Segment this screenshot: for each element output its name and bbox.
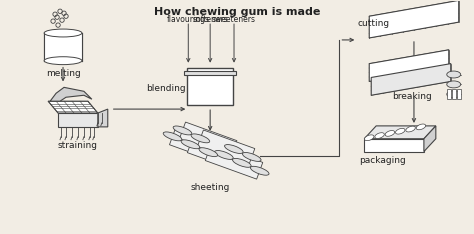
Ellipse shape xyxy=(225,145,243,154)
Polygon shape xyxy=(205,144,263,179)
Bar xyxy=(447,89,451,99)
Ellipse shape xyxy=(233,158,251,167)
Ellipse shape xyxy=(163,132,182,141)
Polygon shape xyxy=(187,136,245,171)
Ellipse shape xyxy=(375,133,384,139)
Polygon shape xyxy=(48,101,98,113)
Ellipse shape xyxy=(416,124,426,130)
Text: melting: melting xyxy=(46,69,81,78)
Bar xyxy=(187,68,233,105)
Polygon shape xyxy=(180,122,237,157)
Polygon shape xyxy=(197,130,255,165)
Ellipse shape xyxy=(173,126,192,135)
Ellipse shape xyxy=(199,148,218,157)
Ellipse shape xyxy=(447,71,461,78)
Bar xyxy=(452,89,456,99)
Text: breaking: breaking xyxy=(392,92,432,101)
Ellipse shape xyxy=(385,131,395,136)
Ellipse shape xyxy=(447,91,461,98)
Polygon shape xyxy=(170,128,227,163)
Ellipse shape xyxy=(250,166,269,175)
Bar xyxy=(457,89,461,99)
Ellipse shape xyxy=(242,153,261,161)
Text: straining: straining xyxy=(58,141,98,150)
Ellipse shape xyxy=(365,135,374,141)
Polygon shape xyxy=(58,113,98,127)
Ellipse shape xyxy=(181,140,200,149)
Text: sweeteners: sweeteners xyxy=(212,15,256,24)
Polygon shape xyxy=(369,50,449,81)
Ellipse shape xyxy=(44,57,82,65)
Ellipse shape xyxy=(44,29,82,37)
Polygon shape xyxy=(50,87,92,101)
Polygon shape xyxy=(424,126,436,152)
Ellipse shape xyxy=(395,128,405,134)
FancyBboxPatch shape xyxy=(44,33,82,61)
Text: sheeting: sheeting xyxy=(191,183,230,192)
Polygon shape xyxy=(371,64,451,95)
Ellipse shape xyxy=(406,126,415,132)
Bar xyxy=(184,71,236,76)
Polygon shape xyxy=(369,0,459,38)
Text: cutting: cutting xyxy=(357,19,390,28)
Text: flavourings: flavourings xyxy=(167,15,210,24)
Polygon shape xyxy=(364,139,424,152)
Ellipse shape xyxy=(191,134,210,143)
Text: How chewing gum is made: How chewing gum is made xyxy=(154,7,320,17)
Text: softeners: softeners xyxy=(192,15,228,24)
Ellipse shape xyxy=(215,150,233,159)
Ellipse shape xyxy=(447,81,461,88)
Polygon shape xyxy=(98,109,108,127)
Text: packaging: packaging xyxy=(359,156,406,165)
Polygon shape xyxy=(364,126,436,139)
Text: blending: blending xyxy=(146,84,185,93)
